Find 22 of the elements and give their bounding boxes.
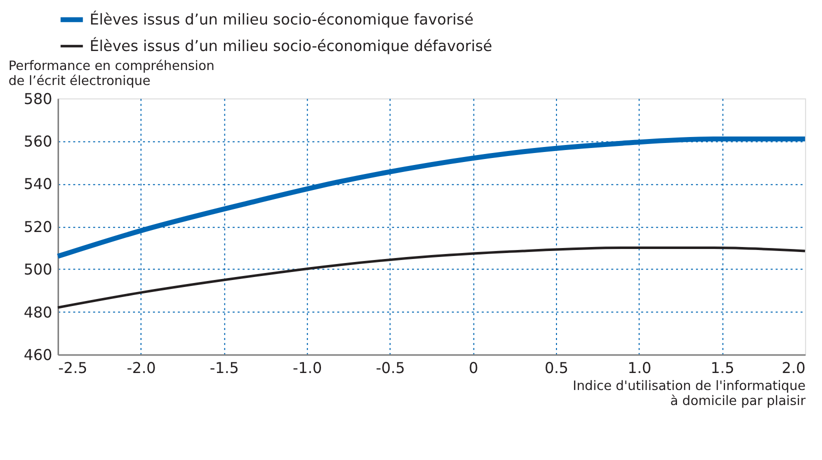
line-series — [56, 246, 806, 309]
y-tick-label: 560 — [24, 132, 52, 151]
x-tick-label: -1.5 — [210, 358, 239, 377]
y-tick-label: 520 — [24, 218, 52, 236]
y-tick-label: 500 — [24, 260, 52, 279]
x-axis-title: Indice d'utilisation de l'informatique à domicile par plaisir — [572, 378, 806, 409]
y-tick-label: 580 — [24, 90, 52, 108]
x-tick-label: 2.0 — [782, 358, 806, 377]
x-tick-label: -0.5 — [376, 358, 405, 377]
y-axis-title: Performance en compréhension de l’écrit électronique — [8, 59, 214, 89]
x-tick-label: -2.5 — [58, 358, 88, 377]
legend-label: Élèves issus d’un milieu socio-économique défavorisé — [90, 37, 492, 56]
x-tick-label: 1.0 — [628, 358, 652, 377]
x-tick-label: -1.0 — [292, 358, 322, 377]
y-tick-label: 480 — [24, 303, 52, 322]
x-tick-label: 0 — [468, 358, 478, 377]
legend-label: Élèves issus d’un milieu socio-économique favorisé — [90, 10, 474, 29]
y-tick-label: 460 — [24, 346, 52, 364]
x-tick-label: 1.5 — [710, 358, 734, 377]
x-tick-label: 0.5 — [544, 358, 568, 377]
x-tick-label: -2.0 — [126, 358, 156, 377]
y-tick-label: 540 — [24, 175, 52, 194]
